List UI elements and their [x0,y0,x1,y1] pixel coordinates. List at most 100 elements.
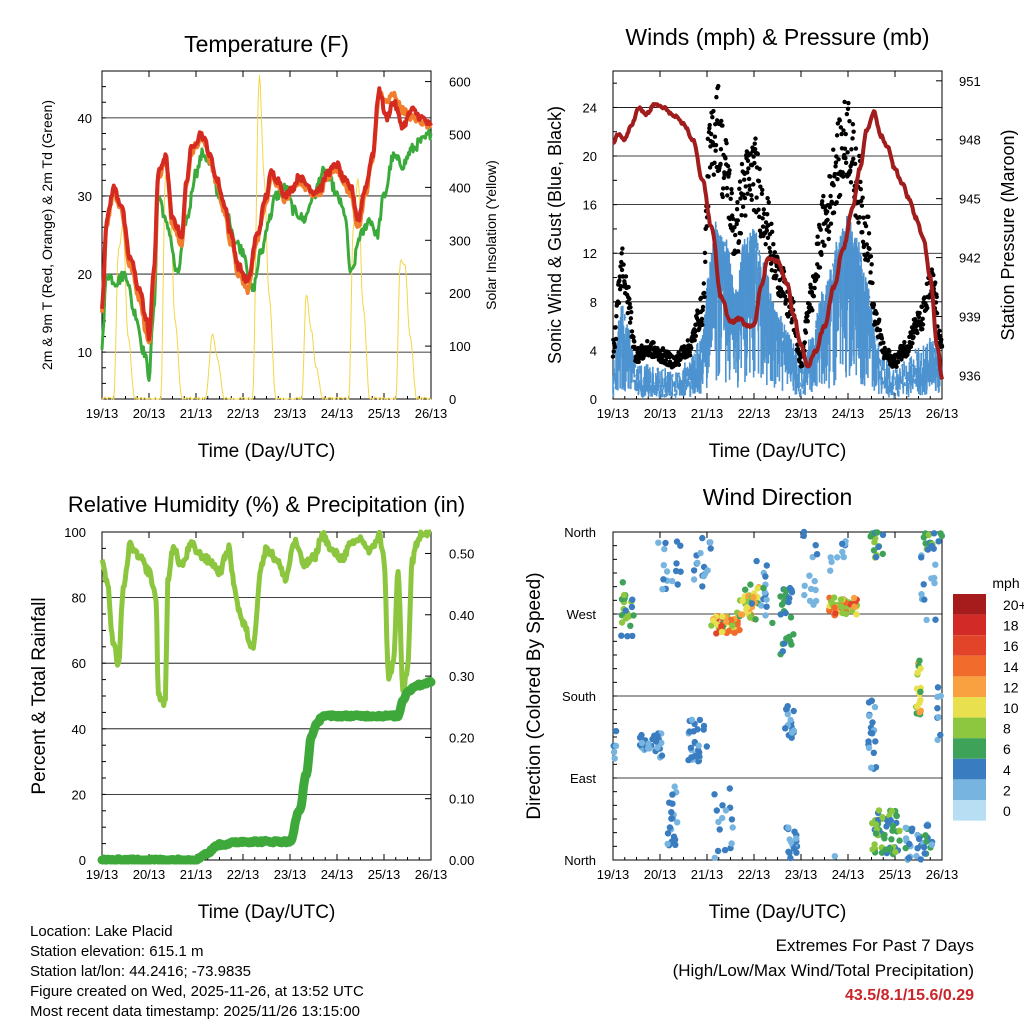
y-tick-label: 40 [72,722,86,737]
gust-point [765,196,770,201]
x-tick-label: 25/13 [368,406,401,421]
direction-point [920,844,928,851]
gust-point [620,246,625,251]
gust-point [702,250,708,256]
gust-point [756,178,762,184]
x-tick-label: 24/13 [832,406,865,421]
station-info: Location: Lake Placid Station elevation:… [30,922,364,1022]
gust-point [738,196,743,201]
direction-point [875,543,882,551]
y-tick-label: 80 [72,591,86,606]
gust-point [842,99,847,105]
gust-point [850,136,855,141]
direction-point [827,554,834,561]
gust-point [832,171,837,177]
direction-point [870,749,877,756]
gust-point [811,293,817,299]
y2-tick-label: 200 [449,286,471,301]
gust-point [707,165,713,170]
gust-point [687,349,692,355]
direction-point [752,616,759,623]
direction-point [711,791,718,798]
direction-point [721,846,729,854]
direction-point [902,835,910,842]
gust-point [751,154,756,159]
gust-point [771,242,776,247]
direction-point [881,835,888,842]
gust-point [858,198,864,204]
direction-point [748,600,755,607]
gust-point [842,146,848,151]
gust-point [740,204,746,209]
direction-point [875,807,883,814]
gust-point [857,215,862,220]
y2-tick-label: 400 [449,180,471,195]
direction-point [937,530,944,537]
y2-axis-label: Solar Insolation (Yellow) [483,160,499,310]
gust-point [795,346,801,352]
direction-point [917,696,924,704]
direction-point [924,546,932,553]
gust-point [839,131,844,137]
direction-point [831,594,838,601]
colorbar-swatch [953,594,986,615]
gust-point [613,336,619,342]
direction-point [624,633,631,640]
gust-point [742,195,748,201]
direction-point [695,742,702,749]
gust-point [636,359,641,365]
gust-point [754,195,759,200]
direction-point [700,726,707,733]
direction-point [700,572,707,580]
colorbar-label: 12 [1003,679,1019,695]
gust-point [719,118,724,124]
direction-point [790,707,797,715]
direction-point [872,738,879,745]
colorbar-swatch [953,800,986,821]
direction-point [934,705,941,712]
direction-point [696,716,704,724]
direction-point [872,830,880,837]
direction-point [914,703,921,710]
gust-point [859,203,865,208]
y-tick-label: South [562,689,596,704]
gust-point [848,168,853,173]
gust-point [712,160,717,166]
gust-point [821,193,826,199]
direction-point [793,835,800,842]
gust-point [774,273,779,278]
direction-point [837,603,845,610]
gust-point [820,199,825,204]
gust-point [702,294,707,300]
gust-point [628,305,633,310]
y2-tick-label: 945 [959,192,981,207]
gust-point [852,161,858,167]
gust-point [812,285,817,291]
direction-point [736,626,743,634]
gust-point [711,108,716,114]
gust-point [865,258,871,263]
gust-point [713,142,719,148]
gust-point [850,122,856,127]
direction-point [719,802,726,809]
y2-tick-label: 948 [959,133,981,148]
gust-point [828,174,833,179]
gust-point [728,196,733,202]
direction-point [785,824,792,831]
direction-point [627,622,634,629]
direction-point [743,604,751,611]
x-axis-label: Time (Day/UTC) [709,902,847,923]
direction-point [728,816,736,823]
x-tick-label: 23/13 [274,867,307,882]
direction-point [778,601,786,608]
direction-point [714,847,722,855]
gust-point [720,186,726,191]
direction-point [611,755,618,762]
gust-point [645,338,650,344]
direction-point [707,539,714,546]
gust-point [706,174,711,179]
gust-point [772,250,778,255]
gust-point [651,340,656,345]
direction-point [666,824,674,831]
direction-point [888,836,895,843]
